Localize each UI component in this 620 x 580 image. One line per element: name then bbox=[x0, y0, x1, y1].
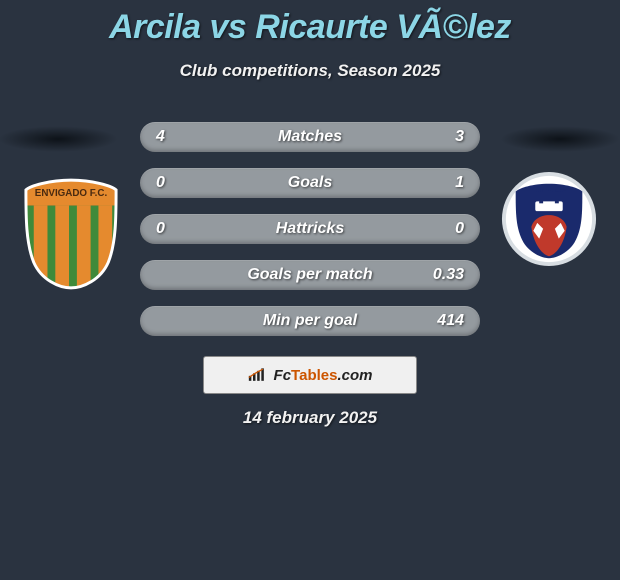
player-shadow-left bbox=[0, 126, 118, 152]
player-shadow-right bbox=[500, 126, 620, 152]
stat-left-value: 0 bbox=[156, 174, 196, 192]
stat-right-value: 1 bbox=[424, 174, 464, 192]
subtitle: Club competitions, Season 2025 bbox=[0, 61, 620, 81]
bar-chart-icon bbox=[248, 368, 268, 382]
match-date: 14 february 2025 bbox=[0, 408, 620, 428]
stat-left-value: 4 bbox=[156, 128, 196, 146]
brand-main: Tables bbox=[291, 367, 337, 384]
team-badge-left: ENVIGADO F.C. bbox=[22, 178, 120, 290]
stat-row: 0 Hattricks 0 bbox=[140, 214, 480, 244]
stat-row: 4 Matches 3 bbox=[140, 122, 480, 152]
team-badge-right: FORTALEZA bbox=[500, 178, 598, 290]
brand-suffix: .com bbox=[337, 367, 372, 384]
stats-list: 4 Matches 3 0 Goals 1 0 Hattricks 0 Goal… bbox=[140, 122, 480, 336]
stat-right-value: 0 bbox=[424, 220, 464, 238]
brand-text: FcTables.com bbox=[274, 367, 373, 384]
stat-right-value: 3 bbox=[424, 128, 464, 146]
stat-right-value: 414 bbox=[424, 312, 464, 330]
stat-row: Min per goal 414 bbox=[140, 306, 480, 336]
brand-prefix: Fc bbox=[274, 367, 292, 384]
stat-left-value: 0 bbox=[156, 220, 196, 238]
stat-right-value: 0.33 bbox=[424, 266, 464, 284]
stat-row: 0 Goals 1 bbox=[140, 168, 480, 198]
svg-text:FORTALEZA: FORTALEZA bbox=[531, 189, 567, 195]
svg-text:ENVIGADO F.C.: ENVIGADO F.C. bbox=[35, 188, 108, 199]
page-title: Arcila vs Ricaurte VÃ©lez bbox=[0, 0, 620, 47]
stat-row: Goals per match 0.33 bbox=[140, 260, 480, 290]
brand-link[interactable]: FcTables.com bbox=[203, 356, 417, 394]
